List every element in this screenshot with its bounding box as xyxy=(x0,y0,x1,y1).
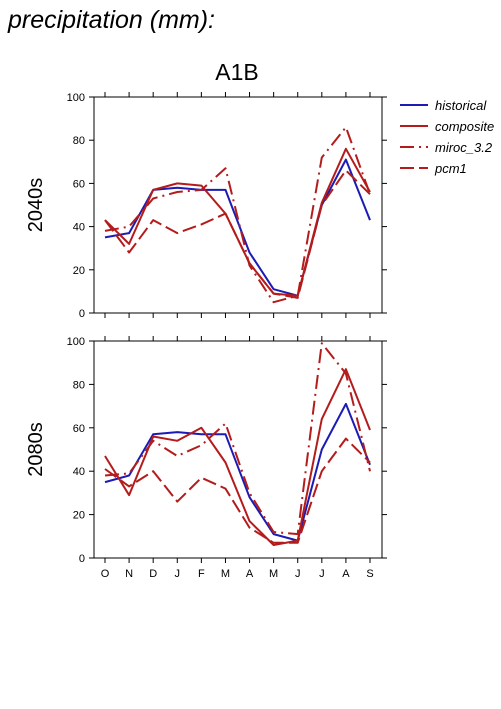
legend-label: pcm1 xyxy=(434,161,467,176)
series-line-composite xyxy=(104,147,371,297)
chart-title: A1B xyxy=(215,59,258,85)
y-tick-label: 80 xyxy=(73,135,85,147)
y-tick-label: 20 xyxy=(73,265,85,277)
legend-label: composite xyxy=(435,119,494,134)
x-tick-label: M xyxy=(269,568,278,580)
legend-item-miroc_3.2: miroc_3.2 xyxy=(400,140,493,155)
y-tick-label: 100 xyxy=(67,336,85,348)
x-tick-label: N xyxy=(125,568,133,580)
page-title: precipitation (mm): xyxy=(8,6,215,34)
legend: historical composite miroc_3.2 pcm1 xyxy=(400,98,494,176)
legend-label: historical xyxy=(435,98,487,113)
x-tick-label: O xyxy=(101,568,110,580)
x-tick-label: A xyxy=(246,568,254,580)
x-tick-label: F xyxy=(198,568,205,580)
panel-2040s: 0 20 40 60 80 100 2040s xyxy=(25,92,387,320)
x-tick-label: J xyxy=(319,568,325,580)
x-tick-label: J xyxy=(295,568,301,580)
panels-layer: 0 20 40 60 80 100 2040s 0 20 40 60 80 100 O N D J F M A M J J A… xyxy=(25,92,387,580)
x-tick-label: J xyxy=(175,568,181,580)
legend-label: miroc_3.2 xyxy=(435,140,493,155)
series-line-miroc_3.2 xyxy=(104,342,371,536)
panel-2080s: 0 20 40 60 80 100 O N D J F M A M J J A S 2080s xyxy=(25,336,387,580)
y-tick-label: 100 xyxy=(67,92,85,104)
y-tick-label: 60 xyxy=(73,423,85,435)
y-tick-label: 0 xyxy=(79,553,85,565)
y-tick-label: 20 xyxy=(73,510,85,522)
y-tick-label: 40 xyxy=(73,466,85,478)
series-line-pcm1 xyxy=(104,437,371,544)
x-tick-label: D xyxy=(149,568,157,580)
series-line-historical xyxy=(104,158,371,297)
plot-frame xyxy=(93,340,383,559)
y-tick-label: 80 xyxy=(73,379,85,391)
series-line-historical xyxy=(104,402,371,542)
y-tick-label: 40 xyxy=(73,222,85,234)
y-tick-label: 60 xyxy=(73,178,85,190)
y-tick-label: 0 xyxy=(79,308,85,320)
legend-item-pcm1: pcm1 xyxy=(400,161,467,176)
legend-item-historical: historical xyxy=(400,98,487,113)
plot-frame xyxy=(93,96,383,314)
panel-label: 2080s xyxy=(25,422,47,477)
x-tick-label: M xyxy=(221,568,230,580)
panel-label: 2040s xyxy=(25,178,47,233)
x-tick-label: S xyxy=(366,568,373,580)
series-line-pcm1 xyxy=(104,169,371,299)
legend-item-composite: composite xyxy=(400,119,494,134)
series-line-miroc_3.2 xyxy=(104,126,371,304)
x-tick-label: A xyxy=(342,568,350,580)
